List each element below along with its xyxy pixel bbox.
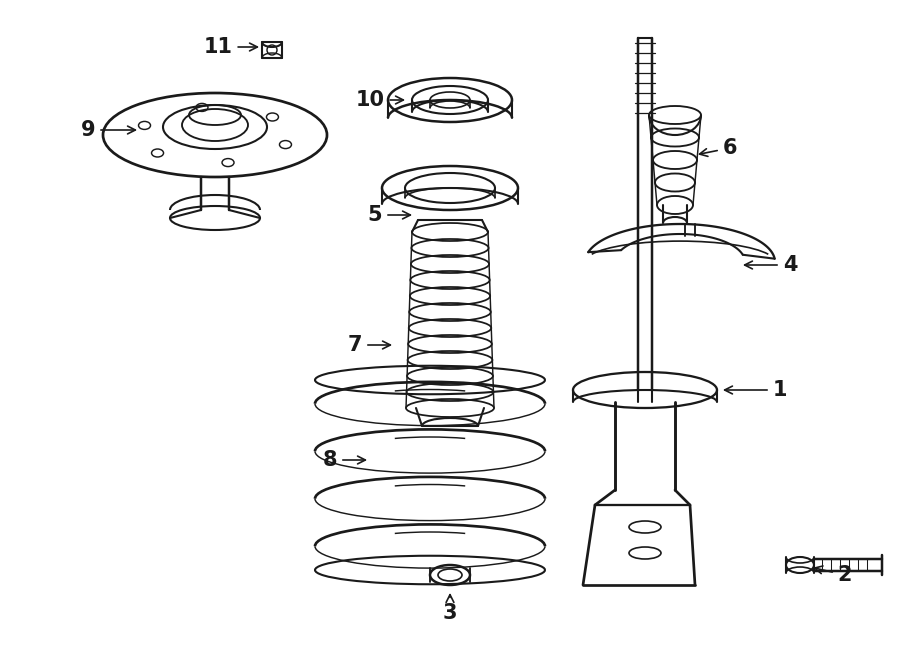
Text: 1: 1 bbox=[724, 380, 788, 400]
Text: 10: 10 bbox=[356, 90, 403, 110]
Text: 6: 6 bbox=[699, 138, 737, 158]
Text: 9: 9 bbox=[81, 120, 135, 140]
Text: 7: 7 bbox=[347, 335, 391, 355]
Text: 8: 8 bbox=[323, 450, 365, 470]
Text: 5: 5 bbox=[368, 205, 410, 225]
Text: 2: 2 bbox=[814, 565, 852, 585]
Text: 3: 3 bbox=[443, 595, 457, 623]
Text: 11: 11 bbox=[203, 37, 257, 57]
Text: 4: 4 bbox=[744, 255, 797, 275]
